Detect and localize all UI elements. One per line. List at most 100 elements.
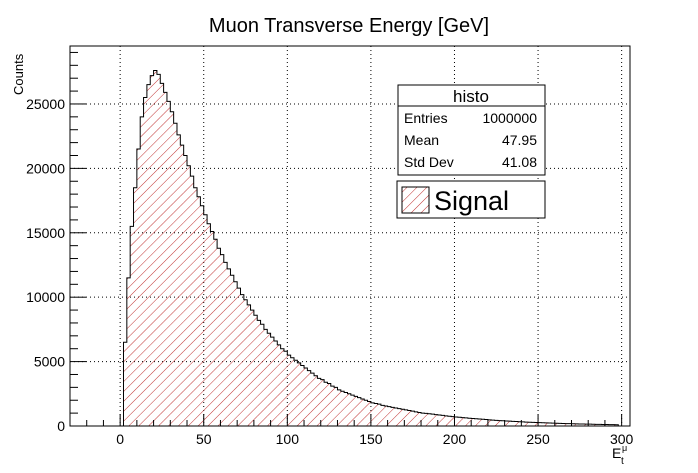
histogram-bin	[330, 386, 335, 426]
histogram-bin	[551, 423, 555, 426]
histogram-bin	[518, 421, 522, 426]
x-axis: 0 50 100 150 200 250 300	[69, 414, 634, 447]
histogram-bin	[474, 418, 478, 426]
histogram-bin	[233, 281, 238, 426]
histogram-bin	[280, 348, 284, 426]
histogram-bin	[514, 421, 518, 426]
histogram-bin	[531, 422, 535, 426]
histogram-bin	[340, 391, 345, 426]
legend: Signal	[396, 180, 546, 219]
plot-frame	[69, 45, 631, 427]
histogram-bin	[183, 155, 188, 427]
x-axis-label-subscript: t	[621, 456, 624, 467]
histogram-bin	[604, 424, 609, 426]
histogram-bin	[187, 165, 191, 426]
x-tick-label: 200	[443, 431, 467, 447]
histogram-bin	[497, 420, 502, 426]
histogram-bin	[146, 84, 151, 426]
histogram-bin	[277, 344, 281, 426]
histogram-bin	[397, 408, 401, 426]
histogram-bin	[594, 424, 599, 426]
histogram-bin	[367, 401, 371, 426]
histogram-bin	[364, 400, 368, 426]
histogram-bin	[160, 83, 164, 427]
histogram-bin	[471, 418, 475, 426]
histogram-bin	[300, 365, 305, 426]
histogram-bin	[176, 134, 181, 427]
histogram-bin	[130, 226, 134, 426]
histogram-bin	[494, 420, 498, 426]
histogram-bin	[260, 324, 264, 426]
histogram-bin	[481, 419, 485, 426]
histogram-bin	[591, 424, 595, 426]
histogram-bin	[548, 423, 552, 426]
y-tick-label: 0	[57, 418, 65, 434]
legend-swatch-signal	[401, 186, 430, 214]
histogram-bin	[390, 407, 395, 426]
histogram-bin	[521, 421, 525, 426]
histogram-bin	[294, 360, 298, 426]
histogram-bin	[571, 423, 575, 426]
histogram-bin	[257, 320, 261, 426]
histogram-bin	[190, 176, 194, 426]
histogram-bin	[384, 406, 388, 426]
histogram-bin	[561, 423, 565, 426]
histogram-bin	[347, 393, 351, 426]
histogram-bin	[297, 362, 301, 426]
histogram-bin	[166, 101, 171, 426]
histogram-bin	[153, 70, 157, 426]
histogram-bin	[357, 397, 361, 426]
histogram-bin	[354, 396, 358, 426]
histogram-bin	[290, 357, 294, 426]
stats-mean-label: Mean	[404, 132, 439, 148]
histogram-bin	[437, 415, 442, 426]
histogram-bin	[558, 423, 562, 426]
x-axis-label-main: E	[612, 445, 621, 461]
histogram-bin	[143, 97, 147, 426]
y-tick-label: 15000	[26, 225, 65, 241]
histogram-bin	[156, 74, 161, 426]
y-axis: 0 5000 10000 15000 20000 25000	[26, 51, 86, 434]
histogram-bin	[578, 423, 582, 426]
histogram-bin	[380, 405, 385, 426]
stats-stddev-label: Std Dev	[404, 154, 454, 170]
histogram-bin	[588, 424, 592, 426]
histogram-bin	[136, 149, 141, 426]
histogram-bin	[511, 421, 515, 426]
histogram-bin	[424, 413, 428, 426]
histogram-bin	[444, 415, 448, 426]
histogram-bin	[554, 423, 559, 426]
histogram-bin	[461, 417, 465, 426]
y-tick-label: 20000	[26, 160, 65, 176]
histogram-bin	[434, 414, 438, 426]
histogram-bin	[150, 75, 154, 426]
histogram-bin	[197, 196, 201, 426]
x-tick-label: 0	[116, 431, 124, 447]
histogram-bin	[337, 389, 341, 426]
histogram-bin	[320, 379, 325, 426]
histogram-bin	[253, 315, 258, 426]
histogram-bin	[414, 411, 418, 426]
stats-stddev-value: 41.08	[502, 154, 537, 170]
histogram-bin	[614, 424, 619, 426]
histogram-bin	[501, 420, 505, 426]
stats-box: histo Entries 1000000 Mean 47.95 Std Dev…	[397, 84, 546, 176]
histogram-bin	[317, 378, 321, 426]
histogram-bin	[538, 422, 542, 426]
histogram-bin	[417, 412, 422, 426]
stats-entries-value: 1000000	[482, 110, 537, 126]
histogram-bin	[140, 116, 144, 426]
histogram-bin	[273, 340, 278, 426]
histogram-bin	[400, 409, 405, 426]
histogram-bin	[287, 355, 291, 426]
histogram-bin	[267, 333, 271, 426]
stats-entries-label: Entries	[404, 110, 448, 126]
histogram-bin	[334, 387, 338, 426]
histogram-bin	[223, 262, 228, 426]
histogram-bin	[407, 410, 412, 426]
histogram-bin	[507, 421, 512, 426]
histogram-bin	[243, 299, 248, 426]
histogram-bin	[170, 111, 174, 426]
histogram-bin	[237, 288, 241, 426]
x-axis-label-superscript: μ	[622, 443, 627, 453]
